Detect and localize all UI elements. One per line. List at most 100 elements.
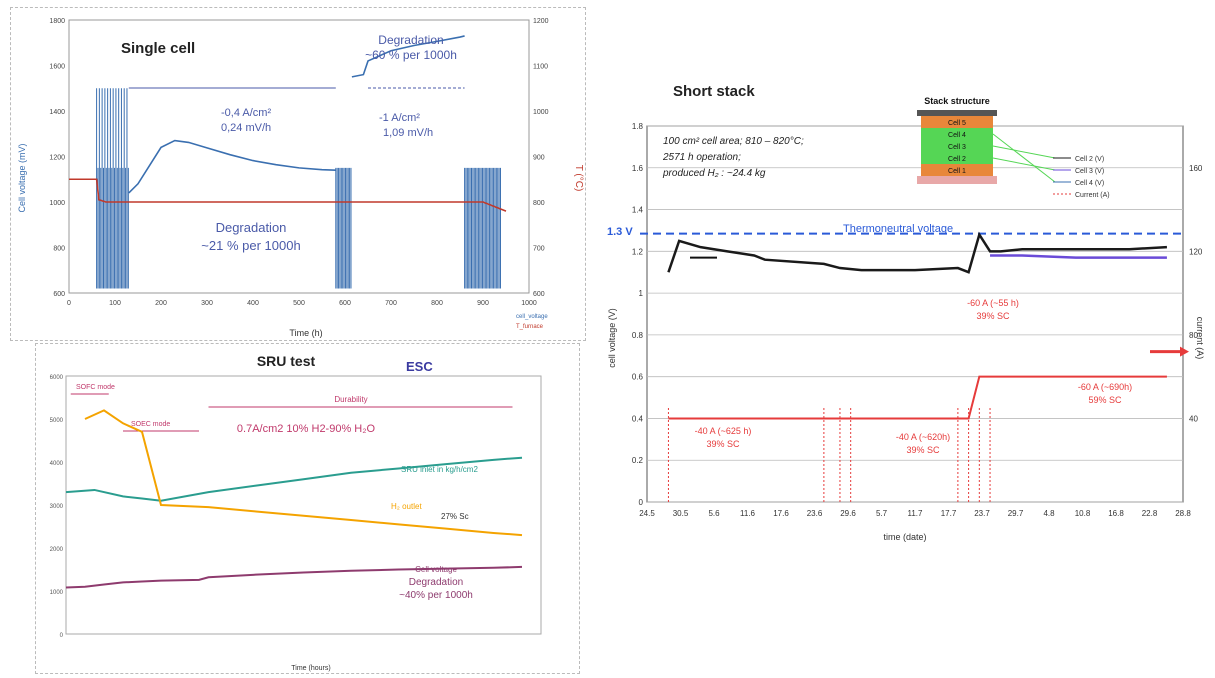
h2-outlet-label: H₂ outlet <box>391 502 422 511</box>
current-line <box>668 375 1167 420</box>
stack-x-tick: 23.7 <box>974 509 990 518</box>
voltage-line <box>990 254 1167 259</box>
annotation-current-2: -1 A/cm² <box>379 112 420 124</box>
legend-cell4: Cell 4 (V) <box>1075 180 1104 187</box>
sru-y-tick: 2000 <box>50 547 64 553</box>
x-tick-label: 0 <box>67 300 71 307</box>
stack-x-tick: 5.6 <box>708 509 720 518</box>
legend-cell-voltage: cell_voltage <box>516 314 548 320</box>
sru-y-tick: 0 <box>60 633 64 639</box>
stack-right-tick: 40 <box>1189 414 1198 423</box>
x-tick-label: 300 <box>201 300 213 307</box>
y-tick-label: 1800 <box>49 18 65 25</box>
stack-x-tick: 29.6 <box>840 509 856 518</box>
x-tick-label: 700 <box>385 300 397 307</box>
stack-right-tick: 160 <box>1189 164 1203 173</box>
stack-y-label: cell voltage (V) <box>607 308 617 368</box>
stack-x-tick: 10.8 <box>1075 509 1091 518</box>
sofc-mode-label: SOFC mode <box>76 384 115 391</box>
stack-cell-4: Cell 4 <box>948 132 966 139</box>
stack-y-tick: 1 <box>639 289 644 298</box>
thermoneutral-label: Thermoneutral voltage <box>843 223 953 235</box>
right-tick-label: 800 <box>533 200 545 207</box>
x-axis-label: Time (h) <box>289 328 322 338</box>
stack-y-tick: 0.6 <box>632 373 644 382</box>
stack-x-tick: 24.5 <box>639 509 655 518</box>
legend-cell2: Cell 2 (V) <box>1075 156 1104 163</box>
stack-right-tick: 80 <box>1189 331 1198 340</box>
right-tick-label: 600 <box>533 291 545 298</box>
conditions-label: 0.7A/cm2 10% H2-90% H₂O <box>237 423 376 435</box>
stack-x-tick: 11.6 <box>740 509 756 518</box>
sru-y-tick: 1000 <box>50 590 64 596</box>
y-tick-label: 800 <box>53 246 65 253</box>
durability-label: Durability <box>334 395 367 404</box>
annotation-690h: -60 A (~690h) <box>1078 382 1132 392</box>
sru-series-line <box>84 409 523 537</box>
connector-1 <box>992 145 1056 159</box>
stack-right-tick: 120 <box>1189 247 1203 256</box>
soec-mode-label: SOEC mode <box>131 421 170 428</box>
connector-2 <box>992 157 1056 171</box>
y-tick-label: 600 <box>53 291 65 298</box>
stack-plot-area: 0 0.2 0.4 0.6 0.8 1 1.2 1.4 1.6 1.8 40 80 120 160 24.5… <box>632 122 1203 518</box>
info-line-2: 2571 h operation; <box>662 152 741 163</box>
x-tick-label: 1000 <box>521 300 537 307</box>
stack-x-tick: 5.7 <box>876 509 888 518</box>
cell-voltage-label: Cell voltage <box>415 565 457 574</box>
x-tick-label: 100 <box>109 300 121 307</box>
stack-y-tick: 1.4 <box>632 206 644 215</box>
stack-y-tick: 1.2 <box>632 247 644 256</box>
sru-degradation-label: Degradation <box>409 577 463 588</box>
degradation-top-value: ~60 % per 1000h <box>365 48 457 62</box>
sru-degradation-value: ~40% per 1000h <box>399 590 473 601</box>
y-tick-label: 1000 <box>49 200 65 207</box>
stack-x-tick: 11.7 <box>908 509 924 518</box>
stack-bottom-plate <box>917 176 997 184</box>
short-stack-title: Short stack <box>673 83 755 100</box>
stack-cell-5: Cell 5 <box>948 120 966 127</box>
x-tick-label: 900 <box>477 300 489 307</box>
stack-y-tick: 1.8 <box>632 122 644 131</box>
x-tick-label: 600 <box>339 300 351 307</box>
right-tick-label: 1000 <box>533 109 549 116</box>
stack-x-tick: 28.8 <box>1175 509 1191 518</box>
annotation-625h: -40 A (~625 h) <box>695 426 752 436</box>
sru-series-line <box>65 565 523 589</box>
info-line-1: 100 cm² cell area; 810 – 820°C; <box>663 136 804 147</box>
right-tick-label: 1200 <box>533 18 549 25</box>
x-tick-label: 400 <box>247 300 259 307</box>
stack-structure-title: Stack structure <box>924 96 990 106</box>
stack-x-label: time (date) <box>883 532 926 542</box>
connector-3 <box>992 133 1056 183</box>
stack-top-plate <box>917 110 997 116</box>
series-line <box>128 139 336 194</box>
degradation-bottom-value: ~21 % per 1000h <box>201 238 300 253</box>
sru-test-chart: SRU test ESC Time (hours) 0 1000 2000 3000 4… <box>35 343 580 674</box>
stack-layer-5 <box>921 116 993 128</box>
sru-y-tick: 4000 <box>50 461 64 467</box>
sru-inlet-label: SRU inlet in kg/h/cm2 <box>401 465 478 474</box>
x-tick-label: 500 <box>293 300 305 307</box>
y-tick-label: 1200 <box>49 155 65 162</box>
sru-y-tick: 5000 <box>50 418 64 424</box>
right-axis-label: T (°C) <box>573 165 584 192</box>
stack-x-tick: 17.6 <box>773 509 789 518</box>
x-tick-label: 800 <box>431 300 443 307</box>
cycling-spikes <box>96 88 129 289</box>
annotation-625h-sc: 39% SC <box>706 439 740 449</box>
stack-right-label: current (A) <box>1195 317 1205 360</box>
voltage-line <box>667 231 1167 274</box>
stack-y-tick: 0.4 <box>632 414 644 423</box>
degradation-bottom-label: Degradation <box>216 220 287 235</box>
annotation-690h-sc: 59% SC <box>1088 395 1122 405</box>
plot-frame <box>68 19 530 294</box>
annotation-55h: -60 A (~55 h) <box>967 298 1019 308</box>
annotation-620h: -40 A (~620h) <box>896 432 950 442</box>
stack-layer-3 <box>921 140 993 152</box>
sru-plot-area: 0 1000 2000 3000 4000 5000 6000 <box>50 375 542 639</box>
stack-y-tick: 0 <box>639 498 644 507</box>
stack-x-tick: 16.8 <box>1108 509 1124 518</box>
sru-series-line <box>65 456 523 502</box>
stack-cell-1: Cell 1 <box>948 168 966 175</box>
